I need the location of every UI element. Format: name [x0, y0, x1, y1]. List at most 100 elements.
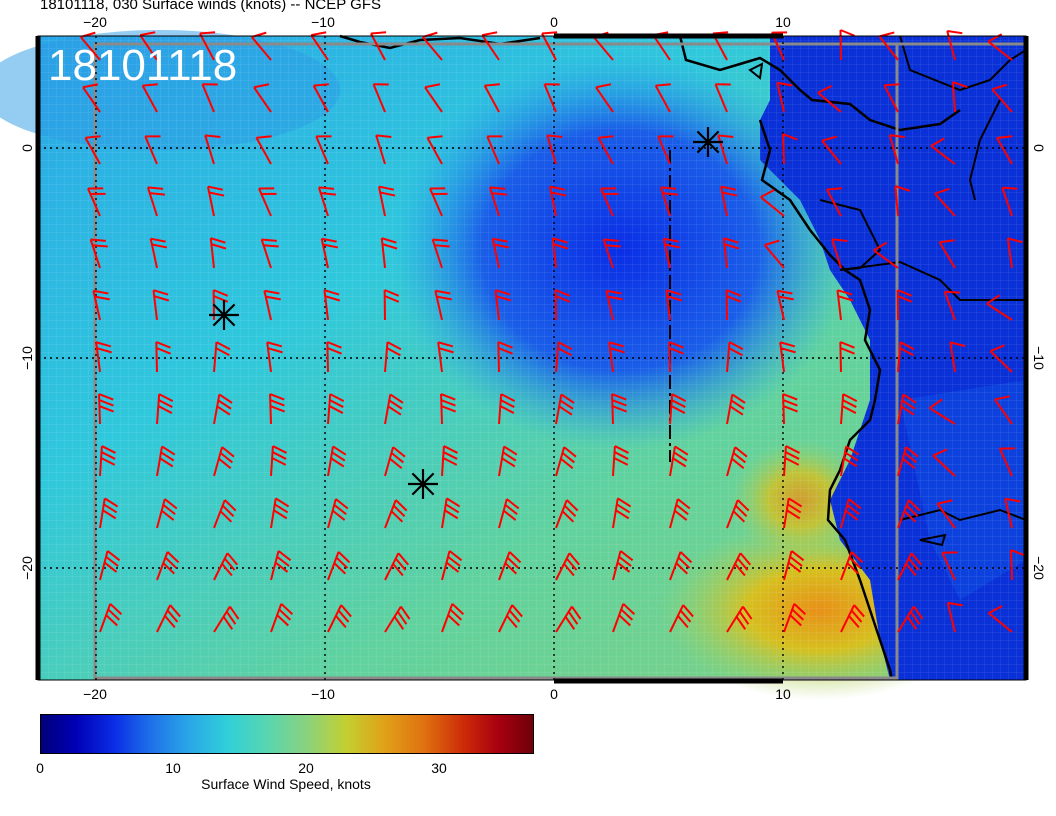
- wind-barb: [89, 238, 108, 269]
- wind-barb: [726, 499, 750, 529]
- wind-barb: [213, 446, 235, 477]
- wind-barb: [938, 239, 956, 269]
- wind-barb: [888, 134, 905, 165]
- star-marker: [209, 300, 239, 330]
- wind-barb: [383, 289, 400, 321]
- time-stamp: 18101118: [48, 41, 237, 90]
- wind-barb: [546, 134, 563, 165]
- wind-barb: [657, 135, 674, 165]
- svg-text:0: 0: [1031, 144, 1047, 152]
- wind-barb: [897, 341, 915, 373]
- wind-barb: [213, 552, 239, 581]
- svg-text:−10: −10: [19, 346, 35, 370]
- wind-barb: [836, 289, 854, 321]
- svg-text:−20: −20: [19, 556, 35, 580]
- wind-barb: [669, 551, 693, 581]
- star-marker: [693, 127, 723, 157]
- wind-barb: [156, 393, 174, 425]
- wind-barb: [897, 552, 923, 581]
- wind-barb: [199, 31, 216, 61]
- wind-barb: [213, 393, 233, 425]
- wind-barb: [429, 187, 448, 217]
- coastline: [339, 34, 1027, 681]
- wind-barb: [826, 187, 843, 217]
- wind-barb: [156, 604, 181, 633]
- wind-barb: [498, 498, 520, 529]
- wind-map: 18101118 −20 −10 0 10 −20 −10 0 10 0 −10…: [0, 14, 1047, 700]
- wind-barb: [82, 83, 101, 113]
- wind-barb: [152, 289, 170, 321]
- wind-barb: [258, 187, 277, 217]
- wind-barb: [488, 186, 507, 217]
- wind-barb: [986, 294, 1013, 321]
- wind-barb: [894, 185, 911, 217]
- wind-barb: [260, 238, 279, 269]
- wind-barb: [380, 237, 398, 269]
- wind-barb: [669, 604, 694, 633]
- wind-barb: [156, 551, 180, 581]
- wind-barb: [555, 393, 575, 425]
- colorbar: [40, 714, 534, 754]
- wind-barb: [669, 393, 687, 425]
- wind-barb: [269, 393, 285, 425]
- wind-barb: [726, 605, 753, 633]
- wind-barb: [839, 341, 855, 373]
- wind-barb: [998, 447, 1016, 477]
- wind-barb: [149, 237, 168, 269]
- wind-barb: [776, 289, 794, 321]
- wind-barb: [987, 33, 1013, 61]
- wind-barb: [99, 445, 116, 477]
- wind-barb: [384, 341, 402, 373]
- wind-barb: [612, 445, 629, 477]
- svg-text:0: 0: [19, 144, 35, 152]
- wind-barb: [896, 289, 913, 321]
- wind-barb: [817, 84, 842, 113]
- wind-barb: [270, 497, 290, 529]
- svg-text:−10: −10: [311, 686, 335, 700]
- wind-barb: [555, 446, 577, 477]
- wind-barb: [821, 135, 842, 165]
- svg-text:−20: −20: [83, 686, 107, 700]
- colorbar-tick: 20: [298, 760, 314, 776]
- lon-ticks-top: −20 −10 0 10: [83, 14, 791, 30]
- wind-barb: [555, 605, 582, 633]
- wind-barb: [612, 497, 632, 529]
- wind-barb: [548, 185, 567, 217]
- wind-barb: [384, 499, 408, 529]
- wind-barb: [928, 398, 956, 425]
- wind-barb: [659, 186, 678, 217]
- wind-barb: [930, 137, 956, 165]
- svg-text:−20: −20: [1031, 556, 1047, 580]
- wind-barb: [662, 237, 681, 269]
- wind-barb: [99, 550, 121, 581]
- wind-barb: [781, 133, 798, 165]
- wind-barb: [498, 551, 522, 581]
- wind-barb: [255, 135, 272, 165]
- wind-barb: [783, 603, 807, 633]
- wind-barb: [317, 186, 336, 217]
- wind-barb: [996, 135, 1013, 165]
- wind-barb: [270, 603, 294, 633]
- wind-barb: [551, 237, 569, 269]
- lat-ticks-left: 0 −10 −20: [19, 144, 35, 580]
- wind-barb: [206, 185, 225, 217]
- wind-barb: [541, 31, 558, 61]
- wind-barb: [494, 289, 512, 321]
- wind-barb: [668, 341, 684, 373]
- wind-barb: [95, 341, 112, 373]
- wind-barb: [991, 83, 1013, 113]
- wind-barb: [897, 605, 924, 633]
- wind-barb: [719, 185, 738, 217]
- wind-barb: [209, 237, 227, 269]
- wind-barb: [497, 341, 513, 373]
- wind-barb: [434, 289, 452, 321]
- wind-barb: [1001, 186, 1018, 217]
- wind-barb: [384, 605, 411, 633]
- figure-title: 18101118, 030 Surface winds (knots) -- N…: [40, 0, 381, 13]
- wind-barb: [946, 601, 963, 633]
- wind-barb: [99, 603, 123, 633]
- wind-barb: [989, 344, 1013, 373]
- wind-barb: [426, 135, 443, 165]
- wind-barb: [99, 497, 119, 529]
- wind-barb: [441, 550, 463, 581]
